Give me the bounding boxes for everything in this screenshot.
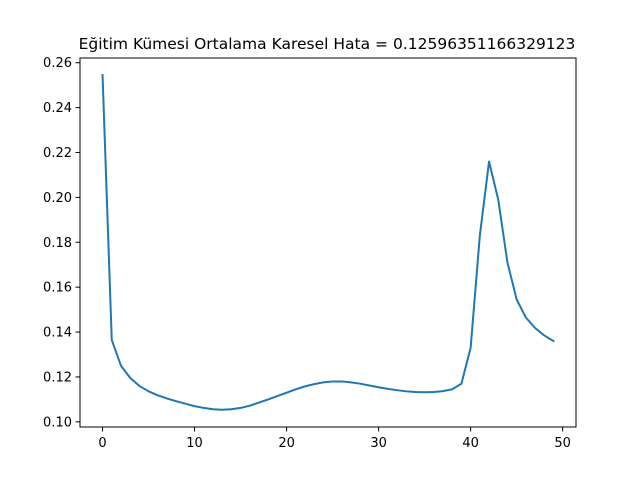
y-tick-label: 0.18	[43, 236, 72, 251]
x-tick-label: 10	[186, 436, 203, 451]
chart-title: Eğitim Kümesi Ortalama Karesel Hata = 0.…	[79, 35, 576, 53]
x-tick-label: 50	[554, 436, 571, 451]
x-tick-label: 0	[98, 436, 106, 451]
y-tick-label: 0.26	[43, 56, 72, 71]
series-line	[101, 74, 555, 411]
y-axis-ticks: 0.10 0.12 0.14 0.16 0.18 0.20 0.22 0.24 0.26	[43, 56, 80, 430]
y-tick-label: 0.24	[43, 101, 72, 116]
x-tick-label: 20	[278, 436, 295, 451]
y-tick-label: 0.22	[43, 146, 72, 161]
y-tick-label: 0.14	[43, 326, 72, 341]
y-tick-label: 0.10	[43, 415, 72, 430]
x-tick-label: 40	[462, 436, 479, 451]
y-tick-label: 0.16	[43, 281, 72, 296]
x-axis-ticks: 0 10 20 30 40 50	[98, 427, 571, 451]
x-tick-label: 30	[370, 436, 387, 451]
y-tick-label: 0.20	[43, 191, 72, 206]
plot-frame	[79, 57, 577, 428]
y-tick-label: 0.12	[43, 370, 72, 385]
